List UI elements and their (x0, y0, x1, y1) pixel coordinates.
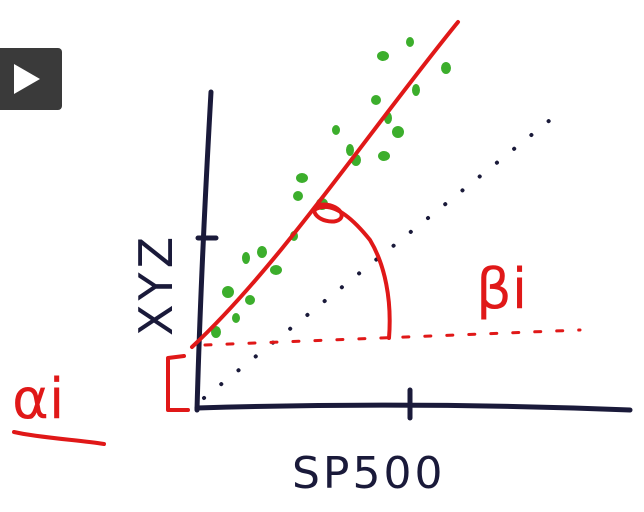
slope-angle-arc (312, 204, 392, 340)
scatter-point (293, 191, 303, 201)
fit-line (190, 20, 460, 349)
y-axis (194, 89, 214, 413)
scatter-point (377, 51, 389, 61)
scatter-point (406, 37, 414, 47)
scatter-point (232, 313, 240, 323)
scatter-point (245, 295, 255, 305)
play-icon (14, 64, 40, 94)
scatter-point (392, 126, 404, 138)
x-axis-label: SP500 (292, 448, 445, 499)
intercept-dashed-line (203, 328, 582, 347)
scatter-point (242, 252, 250, 264)
arc-start-mark (312, 202, 344, 224)
scatter-point (378, 151, 390, 161)
scatter-point (371, 95, 381, 105)
scatter-point (441, 62, 451, 74)
scatter-point (412, 84, 420, 96)
y-axis-label: XYZ (129, 233, 183, 336)
alpha-underline (12, 430, 106, 446)
scatter-point (257, 246, 267, 258)
scatter-point (332, 125, 340, 135)
beta-label: βi (476, 257, 527, 322)
x-axis (194, 402, 633, 413)
play-button[interactable] (0, 48, 62, 110)
alpha-bracket (166, 354, 190, 412)
scatter-point (211, 326, 221, 338)
scatter-point (346, 144, 354, 156)
scatter-point (270, 265, 282, 275)
scatter-point (222, 286, 234, 298)
alpha-label: αi (12, 367, 64, 432)
scatter-point (296, 173, 308, 183)
